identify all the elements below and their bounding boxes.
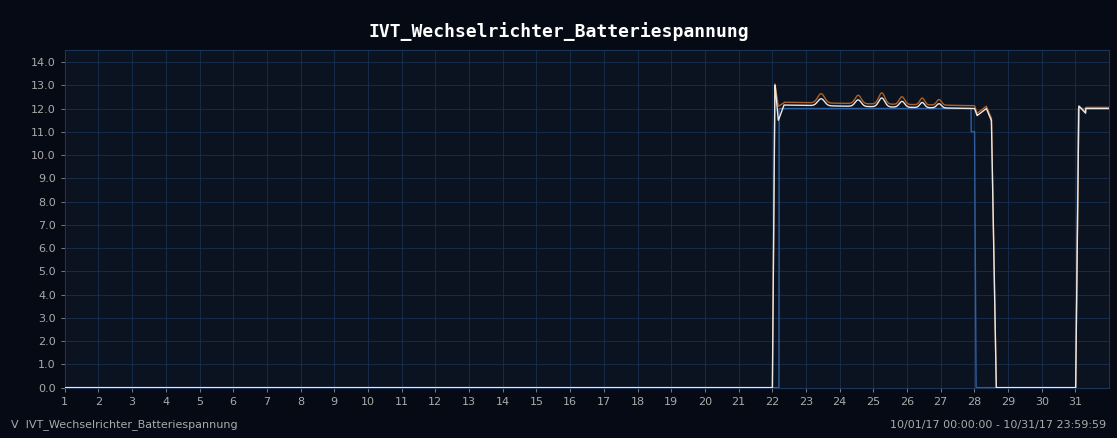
Text: IVT_Wechselrichter_Batteriespannung: IVT_Wechselrichter_Batteriespannung <box>369 22 748 41</box>
Text: 10/01/17 00:00:00 - 10/31/17 23:59:59: 10/01/17 00:00:00 - 10/31/17 23:59:59 <box>890 420 1106 430</box>
Text: V  IVT_Wechselrichter_Batteriespannung: V IVT_Wechselrichter_Batteriespannung <box>11 420 238 430</box>
